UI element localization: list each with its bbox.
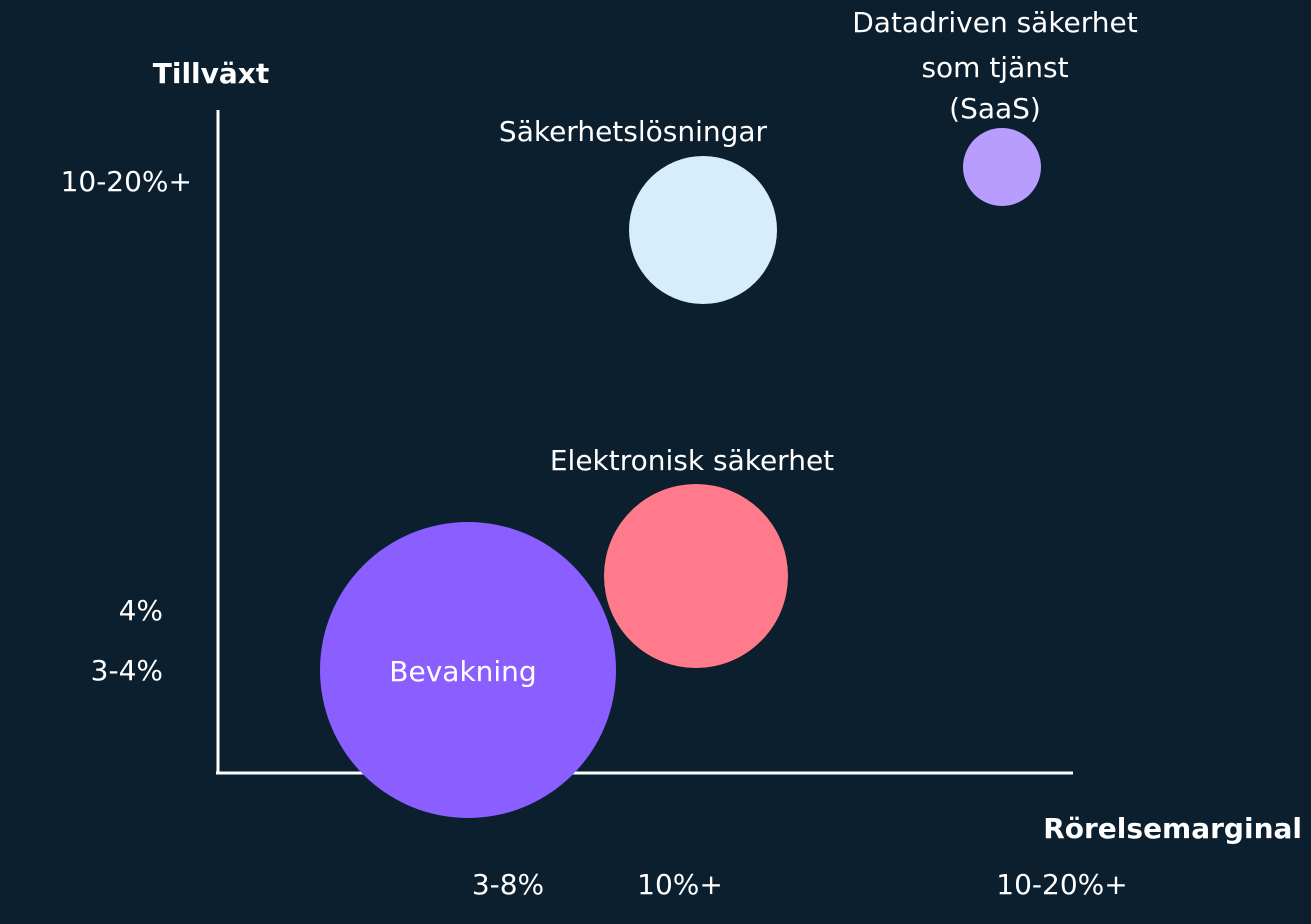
bubble-label: Säkerhetslösningar	[499, 115, 768, 148]
x-tick-label: 10%+	[637, 868, 723, 901]
y-axis-label: Tillväxt	[153, 57, 269, 90]
bubble	[604, 484, 788, 668]
bubble-label: Bevakning	[389, 655, 536, 688]
bubble-label: Datadriven säkerhet	[852, 6, 1138, 39]
bubble	[320, 522, 616, 818]
y-tick-label: 10-20%+	[61, 165, 192, 198]
bubble	[963, 128, 1041, 206]
x-axis-label: Rörelsemarginal	[1043, 812, 1302, 845]
bubble-label: (SaaS)	[949, 92, 1041, 125]
x-tick-label: 3-8%	[472, 868, 544, 901]
bubble	[629, 156, 777, 304]
y-tick-label: 3-4%	[91, 654, 163, 687]
y-tick-label: 4%	[119, 594, 163, 627]
bubble-label: Elektronisk säkerhet	[550, 444, 834, 477]
bubble-label: som tjänst	[921, 51, 1068, 84]
x-tick-label: 10-20%+	[996, 868, 1127, 901]
